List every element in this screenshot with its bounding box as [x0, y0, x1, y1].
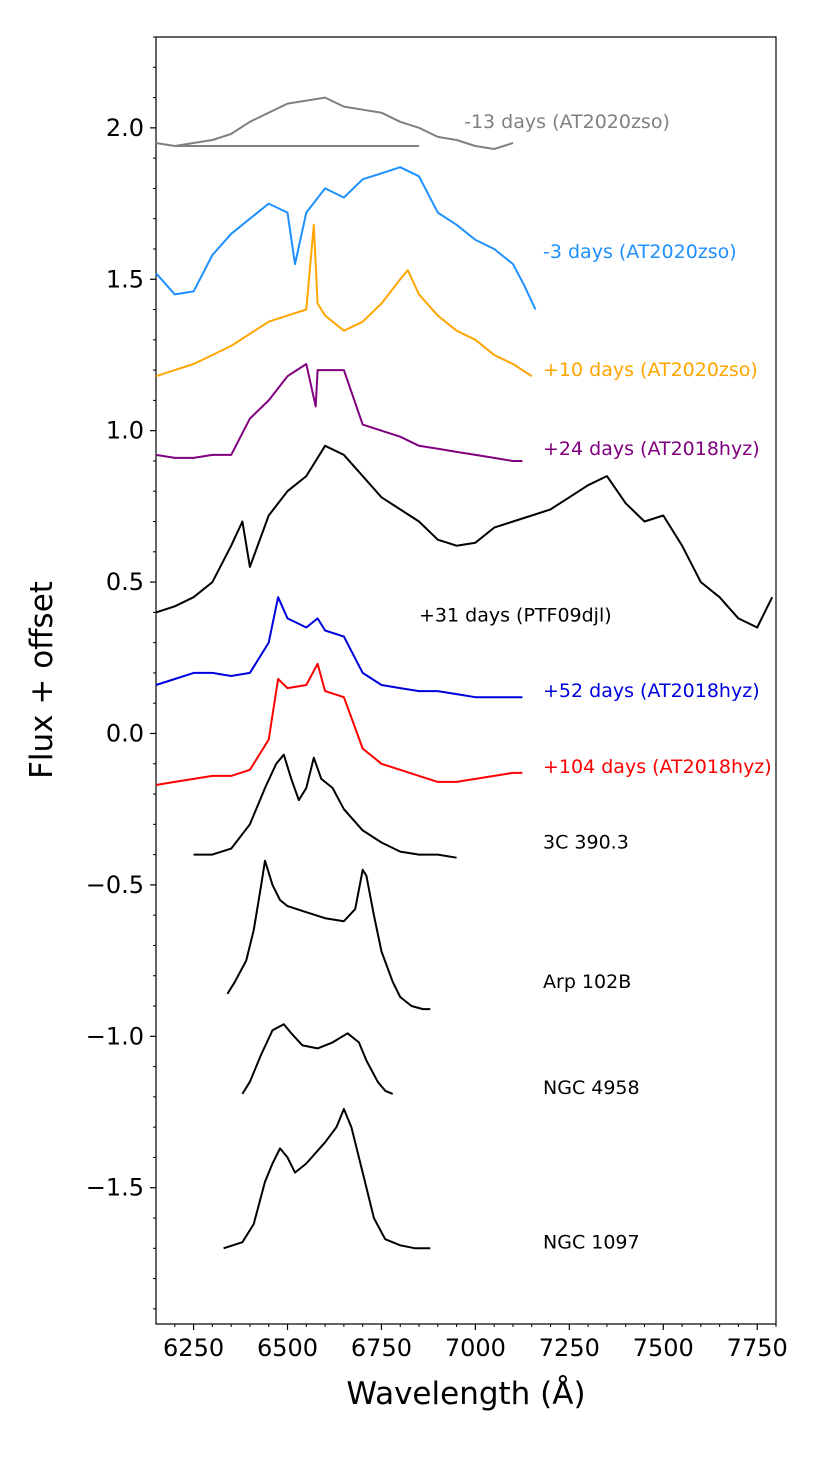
series-line — [155, 444, 774, 629]
x-tick-label: 7000 — [445, 1334, 506, 1362]
x-tick-label: 7250 — [539, 1334, 600, 1362]
y-tick-label: 1.5 — [106, 265, 144, 293]
x-tick-label: 6250 — [163, 1334, 224, 1362]
y-tick-label: 0.5 — [106, 568, 144, 596]
y-axis-title: Flux + offset — [24, 581, 60, 779]
series-labels: -13 days (AT2020zso) -3 days (AT2020zso) +… — [419, 111, 772, 1253]
series-label: NGC 4958 — [543, 1077, 640, 1099]
series-label: +24 days (AT2018hyz) — [543, 438, 760, 460]
series-line — [155, 662, 523, 786]
series-line — [155, 223, 533, 378]
series-line — [155, 363, 523, 462]
series-label: +31 days (PTF09djl) — [419, 604, 612, 626]
plot-frame — [155, 36, 777, 1325]
x-axis-title: Wavelength (Å) — [346, 1376, 585, 1412]
series-line — [193, 753, 457, 859]
series-label: -13 days (AT2020zso) — [464, 111, 670, 133]
series-line — [155, 166, 537, 310]
series-label: NGC 1097 — [543, 1231, 640, 1253]
series-label: +10 days (AT2020zso) — [543, 359, 758, 381]
series-label: -3 days (AT2020zso) — [543, 241, 737, 263]
x-tick-label: 7500 — [633, 1334, 694, 1362]
series-line — [226, 859, 431, 1011]
series-label: +52 days (AT2018hyz) — [543, 680, 760, 702]
y-tick-label: 2.0 — [106, 114, 144, 142]
axis-ticks: 6250 6500 6750 7000 7250 7500 7750 −1.5 −1.0 −0.5… — [86, 36, 788, 1362]
y-tick-label: −1.5 — [86, 1174, 144, 1202]
y-tick-label: 0.0 — [106, 719, 144, 747]
series-label: 3C 390.3 — [543, 832, 629, 854]
series-line — [155, 596, 523, 699]
x-tick-label: 6750 — [351, 1334, 412, 1362]
y-tick-label: −0.5 — [86, 871, 144, 899]
series-label: Arp 102B — [543, 971, 631, 993]
y-tick-label: −1.0 — [86, 1022, 144, 1050]
x-tick-label: 7750 — [727, 1334, 788, 1362]
series-label: +104 days (AT2018hyz) — [543, 756, 772, 778]
x-tick-label: 6500 — [257, 1334, 318, 1362]
series-line — [155, 96, 514, 150]
y-tick-label: 1.0 — [106, 417, 144, 445]
series-line — [223, 1108, 431, 1250]
series-line — [241, 1023, 394, 1095]
series-group — [155, 96, 774, 1250]
